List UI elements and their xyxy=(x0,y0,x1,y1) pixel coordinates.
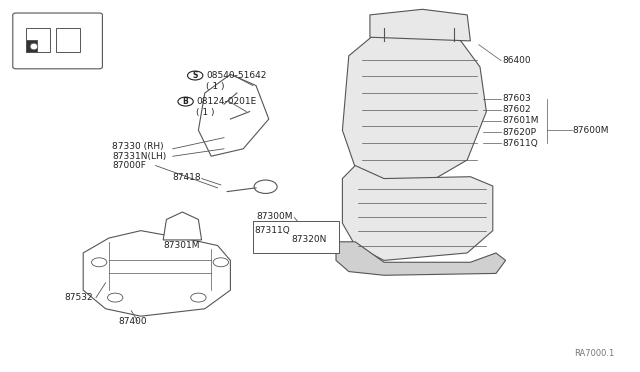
Circle shape xyxy=(108,293,123,302)
Text: 86400: 86400 xyxy=(502,56,531,65)
Text: 87601M: 87601M xyxy=(502,116,539,125)
Circle shape xyxy=(191,293,206,302)
Ellipse shape xyxy=(30,43,38,50)
Text: ( 1 ): ( 1 ) xyxy=(206,82,225,91)
Bar xyxy=(26,40,37,52)
FancyBboxPatch shape xyxy=(13,13,102,69)
Text: 87602: 87602 xyxy=(502,105,531,114)
Text: 87400: 87400 xyxy=(118,317,147,326)
Bar xyxy=(253,221,339,253)
Text: 87532: 87532 xyxy=(64,293,93,302)
Text: 87311Q: 87311Q xyxy=(255,226,291,235)
Text: 87611Q: 87611Q xyxy=(502,139,538,148)
Circle shape xyxy=(213,258,228,267)
Polygon shape xyxy=(198,74,269,156)
Polygon shape xyxy=(342,166,493,260)
Bar xyxy=(56,28,80,52)
Text: 08124-0201E: 08124-0201E xyxy=(196,97,257,106)
Circle shape xyxy=(254,180,277,193)
Polygon shape xyxy=(370,9,470,41)
Text: 87320N: 87320N xyxy=(291,235,326,244)
Text: RA7000.1: RA7000.1 xyxy=(574,349,614,358)
Circle shape xyxy=(188,71,203,80)
Text: 87000F: 87000F xyxy=(112,161,146,170)
Circle shape xyxy=(92,258,107,267)
Text: B: B xyxy=(183,97,188,106)
Text: 87301M: 87301M xyxy=(163,241,200,250)
Text: S: S xyxy=(193,71,198,80)
Text: 87330 (RH): 87330 (RH) xyxy=(112,142,164,151)
Text: ( 1 ): ( 1 ) xyxy=(196,108,215,117)
Polygon shape xyxy=(83,231,230,316)
Text: 87600M: 87600M xyxy=(573,126,609,135)
Text: 87331N(LH): 87331N(LH) xyxy=(112,152,166,161)
Polygon shape xyxy=(336,242,506,275)
Bar xyxy=(26,28,50,52)
Polygon shape xyxy=(163,212,202,240)
Polygon shape xyxy=(342,30,486,182)
Text: 87418: 87418 xyxy=(173,173,202,182)
Text: 87300M: 87300M xyxy=(256,212,292,221)
Circle shape xyxy=(178,97,193,106)
Text: 08540-51642: 08540-51642 xyxy=(206,71,266,80)
Text: 87620P: 87620P xyxy=(502,128,536,137)
Text: 87603: 87603 xyxy=(502,94,531,103)
